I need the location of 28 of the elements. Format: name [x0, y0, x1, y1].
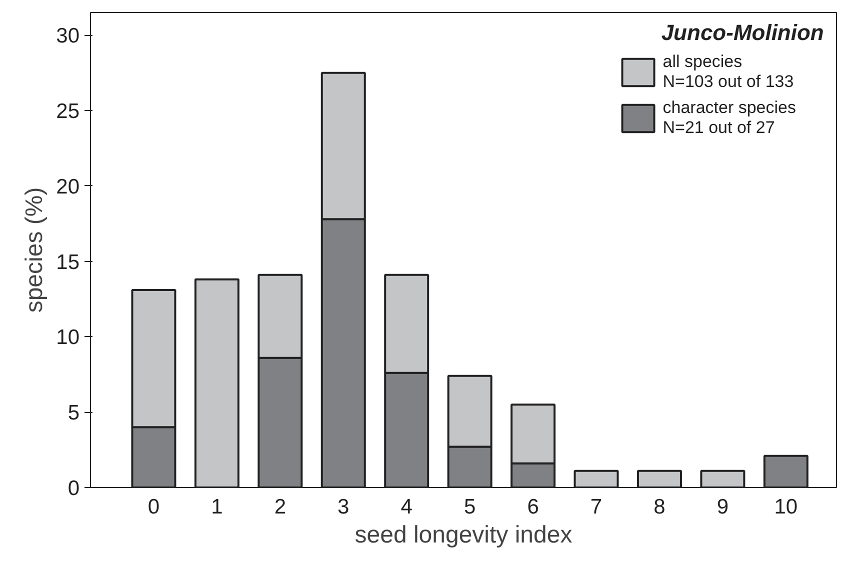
y-tick-label: 20 — [56, 175, 80, 198]
legend-label: character species N=21 out of 27 — [662, 98, 796, 138]
y-tick-label: 5 — [68, 402, 80, 425]
y-tick-label: 0 — [68, 477, 80, 500]
bar — [763, 454, 808, 488]
legend-label: all species N=103 out of 133 — [662, 52, 794, 92]
bar — [636, 470, 682, 488]
y-tick-label: 30 — [56, 24, 80, 48]
x-tick-label: 9 — [716, 496, 729, 518]
x-tick-label: 6 — [527, 496, 539, 518]
chart-title: Junco-Molinion — [661, 20, 824, 46]
x-tick-label: 7 — [590, 496, 602, 518]
y-axis-title: species (%) — [21, 187, 48, 313]
x-tick-label: 0 — [148, 496, 160, 518]
x-tick-label: 2 — [274, 496, 286, 518]
x-tick-label: 4 — [400, 496, 413, 518]
x-axis-title: seed longevity index — [354, 522, 572, 548]
x-tick-label: 10 — [774, 496, 798, 518]
y-tick-label: 10 — [56, 326, 80, 350]
x-tick-label: 1 — [211, 496, 223, 518]
x-tick-label: 8 — [654, 496, 666, 518]
bar — [700, 470, 746, 488]
y-tick-label: 15 — [56, 250, 80, 274]
y-tick-label: 25 — [56, 100, 80, 124]
bar — [194, 278, 240, 488]
x-tick-label: 3 — [338, 496, 350, 518]
bar — [574, 470, 619, 488]
x-tick-label: 5 — [464, 496, 476, 518]
